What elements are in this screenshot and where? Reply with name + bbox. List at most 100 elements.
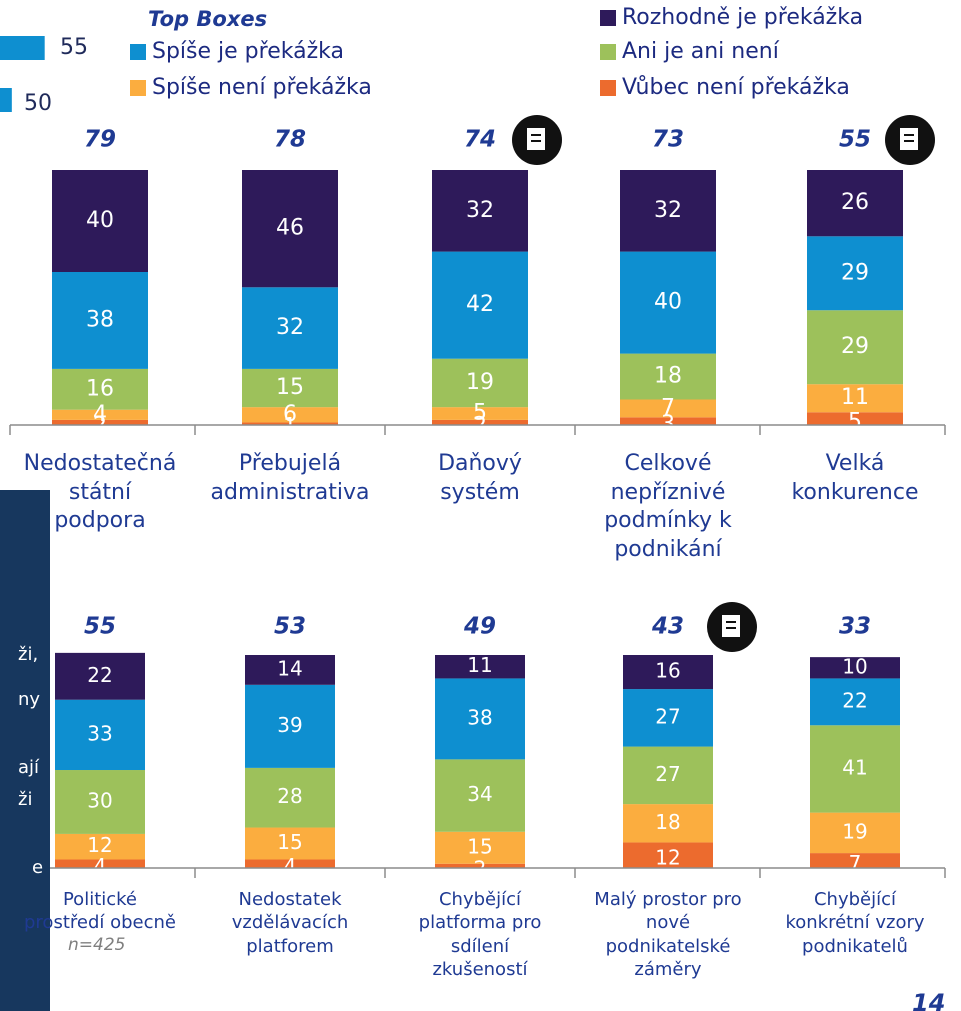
value-label: 7 bbox=[661, 395, 675, 420]
bar-segment bbox=[432, 358, 528, 408]
value-label: 27 bbox=[655, 762, 680, 786]
top-box-label: 53 bbox=[274, 614, 306, 640]
value-label: 46 bbox=[276, 216, 304, 241]
bar-segment bbox=[245, 859, 335, 868]
bar-segment bbox=[623, 746, 713, 805]
value-label: 39 bbox=[277, 713, 302, 737]
top-box-label: 79 bbox=[84, 127, 116, 153]
note-icon bbox=[885, 115, 935, 165]
bar-segment bbox=[52, 419, 148, 425]
bar-segment bbox=[245, 684, 335, 768]
value-label: 27 bbox=[655, 704, 680, 728]
bar-segment bbox=[52, 368, 148, 410]
legend-label: Spíše není překážka bbox=[152, 75, 372, 100]
value-label: 12 bbox=[87, 833, 112, 857]
value-label: 1 bbox=[283, 415, 297, 440]
page-number: 14 bbox=[912, 989, 945, 1011]
bar-segment bbox=[52, 272, 148, 369]
value-label: 55 bbox=[60, 35, 88, 60]
legend-label: Spíše je překážka bbox=[152, 39, 344, 64]
bar-segment bbox=[55, 770, 145, 834]
value-label: 29 bbox=[841, 260, 869, 285]
value-label: 5 bbox=[848, 410, 862, 435]
bar-segment bbox=[55, 652, 145, 700]
category-label: Velká konkurence bbox=[791, 451, 919, 505]
bar-segment bbox=[242, 422, 338, 425]
value-label: 19 bbox=[842, 819, 867, 843]
value-label: 7 bbox=[849, 851, 862, 875]
note-icon bbox=[707, 602, 757, 652]
top-box-label: 33 bbox=[839, 614, 871, 640]
bar-segment bbox=[245, 655, 335, 685]
value-label: 11 bbox=[841, 385, 869, 410]
value-label: 4 bbox=[94, 854, 107, 878]
legend-label: Vůbec není překážka bbox=[622, 75, 850, 100]
bar-segment bbox=[435, 678, 525, 760]
legend-swatch bbox=[130, 44, 146, 60]
category-label: Chybějící konkrétní vzory podnikatelů bbox=[785, 889, 925, 957]
bar-segment bbox=[810, 657, 900, 679]
bar-segment bbox=[242, 287, 338, 369]
value-label: 4 bbox=[284, 854, 297, 878]
bar-segment bbox=[55, 699, 145, 771]
bar-segment bbox=[432, 407, 528, 420]
legend-swatch bbox=[130, 80, 146, 96]
value-label: 15 bbox=[277, 830, 302, 854]
value-label: 16 bbox=[655, 659, 680, 683]
bar-segment bbox=[810, 725, 900, 813]
top-box-label: 43 bbox=[651, 614, 684, 640]
value-label: 15 bbox=[276, 375, 304, 400]
top-box-label: 78 bbox=[274, 127, 306, 153]
value-label: 29 bbox=[841, 334, 869, 359]
value-label: 40 bbox=[654, 290, 682, 315]
value-label: 32 bbox=[654, 198, 682, 223]
bar-segment bbox=[435, 655, 525, 679]
legend-label: Ani je ani není bbox=[622, 39, 780, 64]
value-label: 18 bbox=[654, 364, 682, 389]
bar-segment bbox=[620, 251, 716, 354]
value-label: 42 bbox=[466, 292, 494, 317]
panel-text: ají bbox=[18, 757, 40, 778]
value-label: 38 bbox=[86, 307, 114, 332]
bar-segment bbox=[623, 655, 713, 690]
note-icon bbox=[512, 115, 562, 165]
category-label: Chybějící platforma pro sdílení zkušenos… bbox=[418, 889, 542, 981]
category-label: Politické prostředí obecně bbox=[24, 889, 176, 934]
value-label: 15 bbox=[467, 834, 492, 858]
value-label: 18 bbox=[655, 810, 680, 834]
panel-text: ži bbox=[18, 789, 32, 810]
top-box-label: 49 bbox=[463, 614, 496, 640]
side-panel bbox=[0, 490, 50, 1011]
top-box-label: 73 bbox=[652, 127, 684, 153]
value-label: 10 bbox=[842, 654, 867, 678]
top-box-label: 74 bbox=[464, 127, 496, 153]
bar-segment bbox=[432, 419, 528, 425]
bar-segment bbox=[810, 812, 900, 854]
bar-segment bbox=[623, 689, 713, 747]
value-label: 12 bbox=[655, 846, 680, 870]
bar-segment bbox=[620, 353, 716, 400]
value-label: 2 bbox=[473, 413, 487, 438]
value-label: 34 bbox=[467, 782, 492, 806]
value-label: 5 bbox=[473, 401, 487, 426]
category-label: Malý prostor pro nové podnikatelské zámě… bbox=[594, 889, 742, 981]
bar-segment bbox=[623, 804, 713, 843]
bar-segment bbox=[435, 863, 525, 868]
legend-swatch bbox=[600, 44, 616, 60]
bar-segment bbox=[807, 236, 903, 311]
bar-segment bbox=[245, 767, 335, 828]
bar-segment bbox=[242, 407, 338, 423]
value-label: 6 bbox=[283, 402, 297, 427]
value-label: 33 bbox=[87, 721, 112, 745]
bar bbox=[0, 36, 45, 60]
bar-segment bbox=[620, 399, 716, 418]
category-label: Nedostatek vzdělávacích platforem bbox=[231, 889, 349, 957]
value-label: 2 bbox=[93, 413, 107, 438]
value-label: 22 bbox=[842, 688, 867, 712]
bar-segment bbox=[810, 678, 900, 726]
value-label: 40 bbox=[86, 208, 114, 233]
bar-segment bbox=[242, 170, 338, 288]
category-label: Nedostatečná státní podpora bbox=[23, 451, 177, 534]
